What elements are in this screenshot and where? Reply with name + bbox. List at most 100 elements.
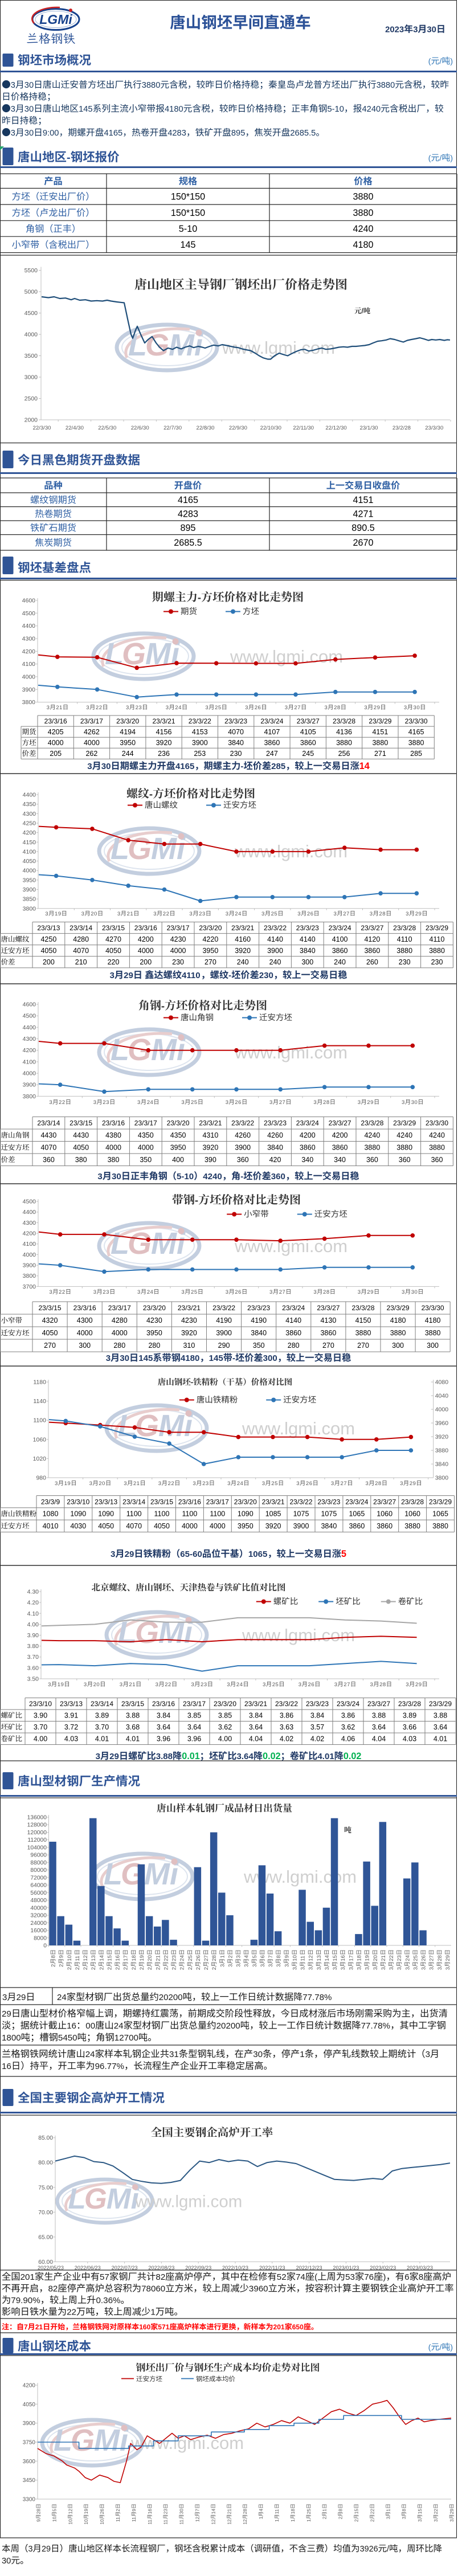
svg-text:4120: 4120 bbox=[364, 935, 380, 943]
svg-text:120000: 120000 bbox=[27, 1830, 47, 1836]
svg-text:11: 11 bbox=[274, 2509, 280, 2514]
svg-text:23/3/24: 23/3/24 bbox=[296, 1119, 319, 1127]
svg-text:4300: 4300 bbox=[23, 811, 36, 817]
svg-text:3: 3 bbox=[445, 1967, 451, 1970]
svg-text:25: 25 bbox=[215, 705, 222, 711]
svg-text:80000: 80000 bbox=[30, 1867, 47, 1874]
svg-text:23/3/17: 23/3/17 bbox=[167, 924, 190, 932]
svg-text:16000: 16000 bbox=[30, 1928, 47, 1934]
svg-text:3600: 3600 bbox=[23, 2459, 36, 2465]
svg-text:3950: 3950 bbox=[146, 1329, 162, 1337]
svg-text:3900: 3900 bbox=[192, 739, 208, 747]
svg-text:M: M bbox=[144, 1857, 170, 1891]
svg-text:3: 3 bbox=[96, 1752, 100, 1761]
svg-text:5500: 5500 bbox=[24, 267, 38, 274]
svg-text:3: 3 bbox=[358, 1099, 361, 1106]
svg-text:0: 0 bbox=[43, 1943, 47, 1949]
svg-text:14: 14 bbox=[210, 2509, 216, 2514]
svg-text:3: 3 bbox=[153, 911, 157, 917]
svg-text:4200: 4200 bbox=[23, 1047, 36, 1054]
svg-text:3.64: 3.64 bbox=[237, 1752, 254, 1761]
svg-text:3880: 3880 bbox=[142, 81, 161, 90]
svg-text:3840: 3840 bbox=[435, 1461, 449, 1468]
svg-text:3: 3 bbox=[406, 1682, 409, 1688]
svg-text:5: 5 bbox=[252, 1955, 258, 1958]
svg-text:/: / bbox=[387, 2545, 389, 2554]
svg-text:23/3/16: 23/3/16 bbox=[134, 924, 157, 932]
svg-text:24: 24 bbox=[404, 1955, 411, 1961]
svg-text:22/7/30: 22/7/30 bbox=[163, 425, 182, 431]
svg-text:3: 3 bbox=[117, 911, 121, 917]
svg-text:23/3/21: 23/3/21 bbox=[152, 717, 175, 725]
svg-text:3: 3 bbox=[381, 1967, 387, 1970]
svg-text:www.lgmi.com: www.lgmi.com bbox=[234, 1236, 347, 1256]
svg-text:29: 29 bbox=[367, 1289, 374, 1295]
svg-text:17: 17 bbox=[123, 1955, 129, 1961]
svg-text:-: - bbox=[240, 1172, 243, 1181]
svg-text:22/10/30: 22/10/30 bbox=[260, 425, 281, 431]
svg-text:2: 2 bbox=[115, 2509, 121, 2512]
svg-text:280: 280 bbox=[288, 1342, 300, 1350]
svg-text:19: 19 bbox=[83, 2509, 89, 2514]
svg-text:4300: 4300 bbox=[22, 636, 36, 643]
svg-text:76: 76 bbox=[364, 2272, 374, 2282]
svg-text:30: 30 bbox=[112, 1172, 121, 1181]
svg-text:11: 11 bbox=[131, 2517, 137, 2522]
svg-text:4130: 4130 bbox=[320, 1316, 336, 1324]
svg-text:3: 3 bbox=[313, 1289, 317, 1295]
svg-text:4105: 4105 bbox=[300, 728, 316, 736]
svg-text:/: / bbox=[440, 2342, 442, 2352]
svg-text:0.02: 0.02 bbox=[263, 1751, 281, 1761]
svg-text:3: 3 bbox=[55, 1481, 58, 1487]
svg-text:L: L bbox=[68, 2182, 85, 2215]
svg-text:29: 29 bbox=[367, 1099, 374, 1106]
svg-text:2: 2 bbox=[187, 1967, 194, 1970]
svg-text:L: L bbox=[104, 1857, 122, 1891]
svg-text:23/3/21: 23/3/21 bbox=[199, 1119, 222, 1127]
svg-text:3840: 3840 bbox=[251, 1329, 267, 1337]
svg-text:3: 3 bbox=[93, 1289, 97, 1295]
svg-text:4.01: 4.01 bbox=[126, 1735, 140, 1743]
svg-text:3: 3 bbox=[296, 1481, 300, 1487]
svg-text:3880: 3880 bbox=[390, 1329, 406, 1337]
svg-text:2023: 2023 bbox=[385, 26, 404, 35]
svg-text:1: 1 bbox=[258, 2516, 264, 2519]
svg-text:3.62: 3.62 bbox=[218, 1723, 232, 1731]
svg-text:20: 20 bbox=[373, 1955, 379, 1961]
svg-text:/: / bbox=[440, 153, 442, 162]
svg-text:12: 12 bbox=[242, 2519, 248, 2525]
svg-text:70.00: 70.00 bbox=[38, 2210, 53, 2216]
svg-text:21: 21 bbox=[155, 1955, 161, 1961]
svg-text:3.96: 3.96 bbox=[157, 1735, 170, 1743]
svg-text:23/3/27: 23/3/27 bbox=[361, 924, 383, 932]
svg-text:3880: 3880 bbox=[377, 81, 395, 90]
svg-text:77.78%: 77.78% bbox=[361, 2021, 390, 2031]
svg-text:4070: 4070 bbox=[228, 728, 244, 736]
svg-text:3: 3 bbox=[219, 1964, 226, 1967]
svg-text:24: 24 bbox=[237, 1481, 244, 1487]
svg-text:3900: 3900 bbox=[235, 1144, 251, 1152]
svg-text:L: L bbox=[111, 1033, 129, 1067]
svg-text:23/3/20: 23/3/20 bbox=[234, 1498, 257, 1506]
svg-text:3.66: 3.66 bbox=[403, 1723, 416, 1731]
svg-text:3: 3 bbox=[358, 1289, 361, 1295]
svg-text:2023/03/23: 2023/03/23 bbox=[407, 2265, 433, 2271]
svg-text:25: 25 bbox=[306, 2509, 312, 2514]
svg-text:4150: 4150 bbox=[355, 1316, 371, 1324]
svg-text:23/3/13: 23/3/13 bbox=[95, 1498, 117, 1506]
svg-text:23/3/20: 23/3/20 bbox=[116, 717, 139, 725]
svg-text:3: 3 bbox=[191, 1682, 194, 1688]
svg-text:22: 22 bbox=[168, 1481, 175, 1487]
svg-text:4240: 4240 bbox=[429, 1131, 445, 1139]
svg-text:L: L bbox=[105, 637, 124, 671]
svg-text:40000: 40000 bbox=[30, 1905, 47, 1911]
svg-text:3: 3 bbox=[417, 2519, 423, 2522]
svg-text:3900: 3900 bbox=[23, 2420, 36, 2427]
svg-text:20: 20 bbox=[99, 1481, 105, 1487]
svg-text:G: G bbox=[128, 832, 152, 866]
svg-text:3: 3 bbox=[413, 26, 418, 35]
svg-text:4200: 4200 bbox=[22, 648, 36, 655]
svg-text:3.64: 3.64 bbox=[187, 1723, 201, 1731]
svg-text:3.86: 3.86 bbox=[280, 1711, 293, 1719]
svg-text:4151: 4151 bbox=[372, 728, 388, 736]
